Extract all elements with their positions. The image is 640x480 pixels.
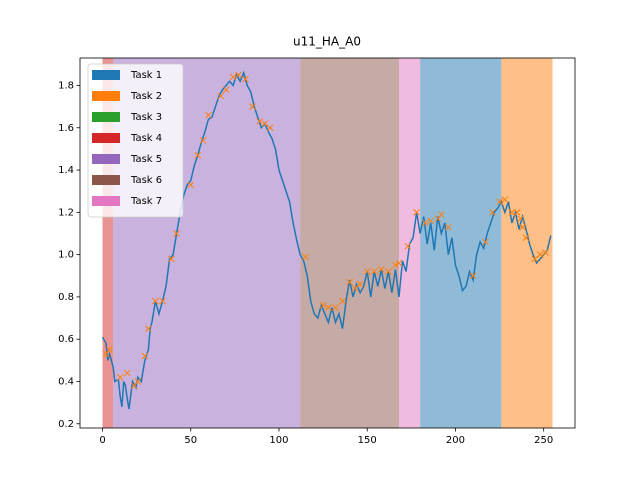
data-marker	[496, 198, 503, 206]
y-tick-label: 0.4	[58, 376, 74, 387]
data-marker	[370, 268, 378, 275]
x-tick-label: 50	[184, 435, 197, 446]
data-marker	[141, 352, 149, 360]
legend-label: Task 4	[130, 133, 162, 144]
y-tick-label: 0.6	[58, 334, 74, 345]
data-marker	[134, 378, 142, 385]
data-marker	[513, 208, 521, 216]
legend-label: Task 3	[130, 112, 162, 123]
data-marker	[519, 223, 526, 231]
legend-label: Task 6	[130, 175, 162, 186]
task-span	[300, 58, 399, 428]
data-marker	[302, 253, 309, 261]
data-marker	[261, 120, 269, 127]
data-marker	[482, 238, 489, 246]
data-marker	[199, 137, 207, 144]
legend-swatch	[92, 91, 120, 101]
y-tick-label: 1.8	[58, 80, 74, 91]
y-tick-label: 1.6	[58, 123, 74, 134]
data-marker	[346, 278, 353, 286]
data-marker	[123, 369, 131, 377]
data-marker	[222, 86, 230, 94]
legend-swatch	[92, 154, 120, 164]
data-marker	[427, 217, 435, 225]
legend-label: Task 2	[130, 91, 162, 102]
x-tick-label: 0	[99, 435, 105, 446]
data-marker	[413, 208, 420, 216]
data-marker	[522, 234, 530, 242]
data-marker	[229, 73, 237, 81]
legend-swatch	[92, 133, 120, 143]
legend-swatch	[92, 112, 120, 122]
x-tick-label: 250	[534, 435, 553, 446]
legend-swatch	[92, 196, 120, 206]
plot-area	[101, 58, 553, 428]
data-marker	[517, 215, 525, 223]
data-marker	[145, 325, 152, 332]
x-tick-label: 100	[269, 435, 288, 446]
data-marker	[531, 255, 539, 263]
data-marker	[469, 272, 477, 280]
legend-label: Task 5	[130, 154, 162, 165]
data-marker	[395, 259, 403, 267]
data-marker	[256, 118, 263, 125]
legend-label: Task 7	[130, 196, 162, 207]
data-marker	[501, 196, 509, 204]
data-marker	[116, 373, 124, 381]
data-marker	[332, 304, 339, 311]
axes-frame	[79, 57, 576, 429]
data-marker	[205, 111, 212, 119]
data-marker	[351, 285, 359, 292]
data-marker	[235, 71, 242, 79]
x-tick-label: 200	[446, 435, 465, 446]
data-marker	[536, 251, 544, 258]
legend-swatch	[92, 175, 120, 185]
data-marker	[422, 219, 429, 227]
task-span	[420, 58, 502, 428]
data-marker	[266, 124, 274, 132]
data-marker	[377, 266, 385, 273]
data-marker	[363, 268, 371, 275]
task-span	[501, 58, 553, 428]
data-marker	[392, 261, 399, 269]
y-tick-label: 1.2	[58, 207, 74, 218]
data-marker	[106, 346, 113, 354]
data-marker	[339, 297, 346, 305]
data-marker	[167, 255, 175, 263]
data-marker	[173, 230, 180, 237]
y-tick-label: 1.4	[58, 165, 74, 176]
task-span	[102, 58, 114, 428]
data-marker	[152, 297, 159, 305]
data-marker	[217, 92, 225, 100]
data-marker	[356, 280, 364, 288]
data-marker	[385, 268, 392, 275]
legend-label: Task 1	[130, 70, 162, 81]
data-marker	[404, 242, 412, 250]
data-marker	[249, 103, 256, 110]
data-marker	[489, 208, 496, 216]
x-tick-label: 150	[358, 435, 377, 446]
y-tick-label: 1.0	[58, 250, 74, 261]
data-marker	[542, 249, 549, 256]
data-marker	[437, 211, 445, 218]
data-marker	[508, 208, 516, 216]
data-marker	[445, 223, 452, 231]
data-marker	[187, 181, 195, 189]
legend-swatch	[92, 70, 120, 80]
data-line	[101, 70, 552, 410]
data-marker	[242, 75, 249, 83]
chart-title: u11_HA_A0	[293, 35, 361, 49]
data-marker	[319, 302, 327, 309]
data-marker	[194, 151, 202, 159]
y-tick-label: 0.2	[58, 419, 74, 430]
data-marker	[325, 304, 332, 311]
data-marker	[159, 297, 166, 305]
y-tick-label: 0.8	[58, 292, 74, 303]
